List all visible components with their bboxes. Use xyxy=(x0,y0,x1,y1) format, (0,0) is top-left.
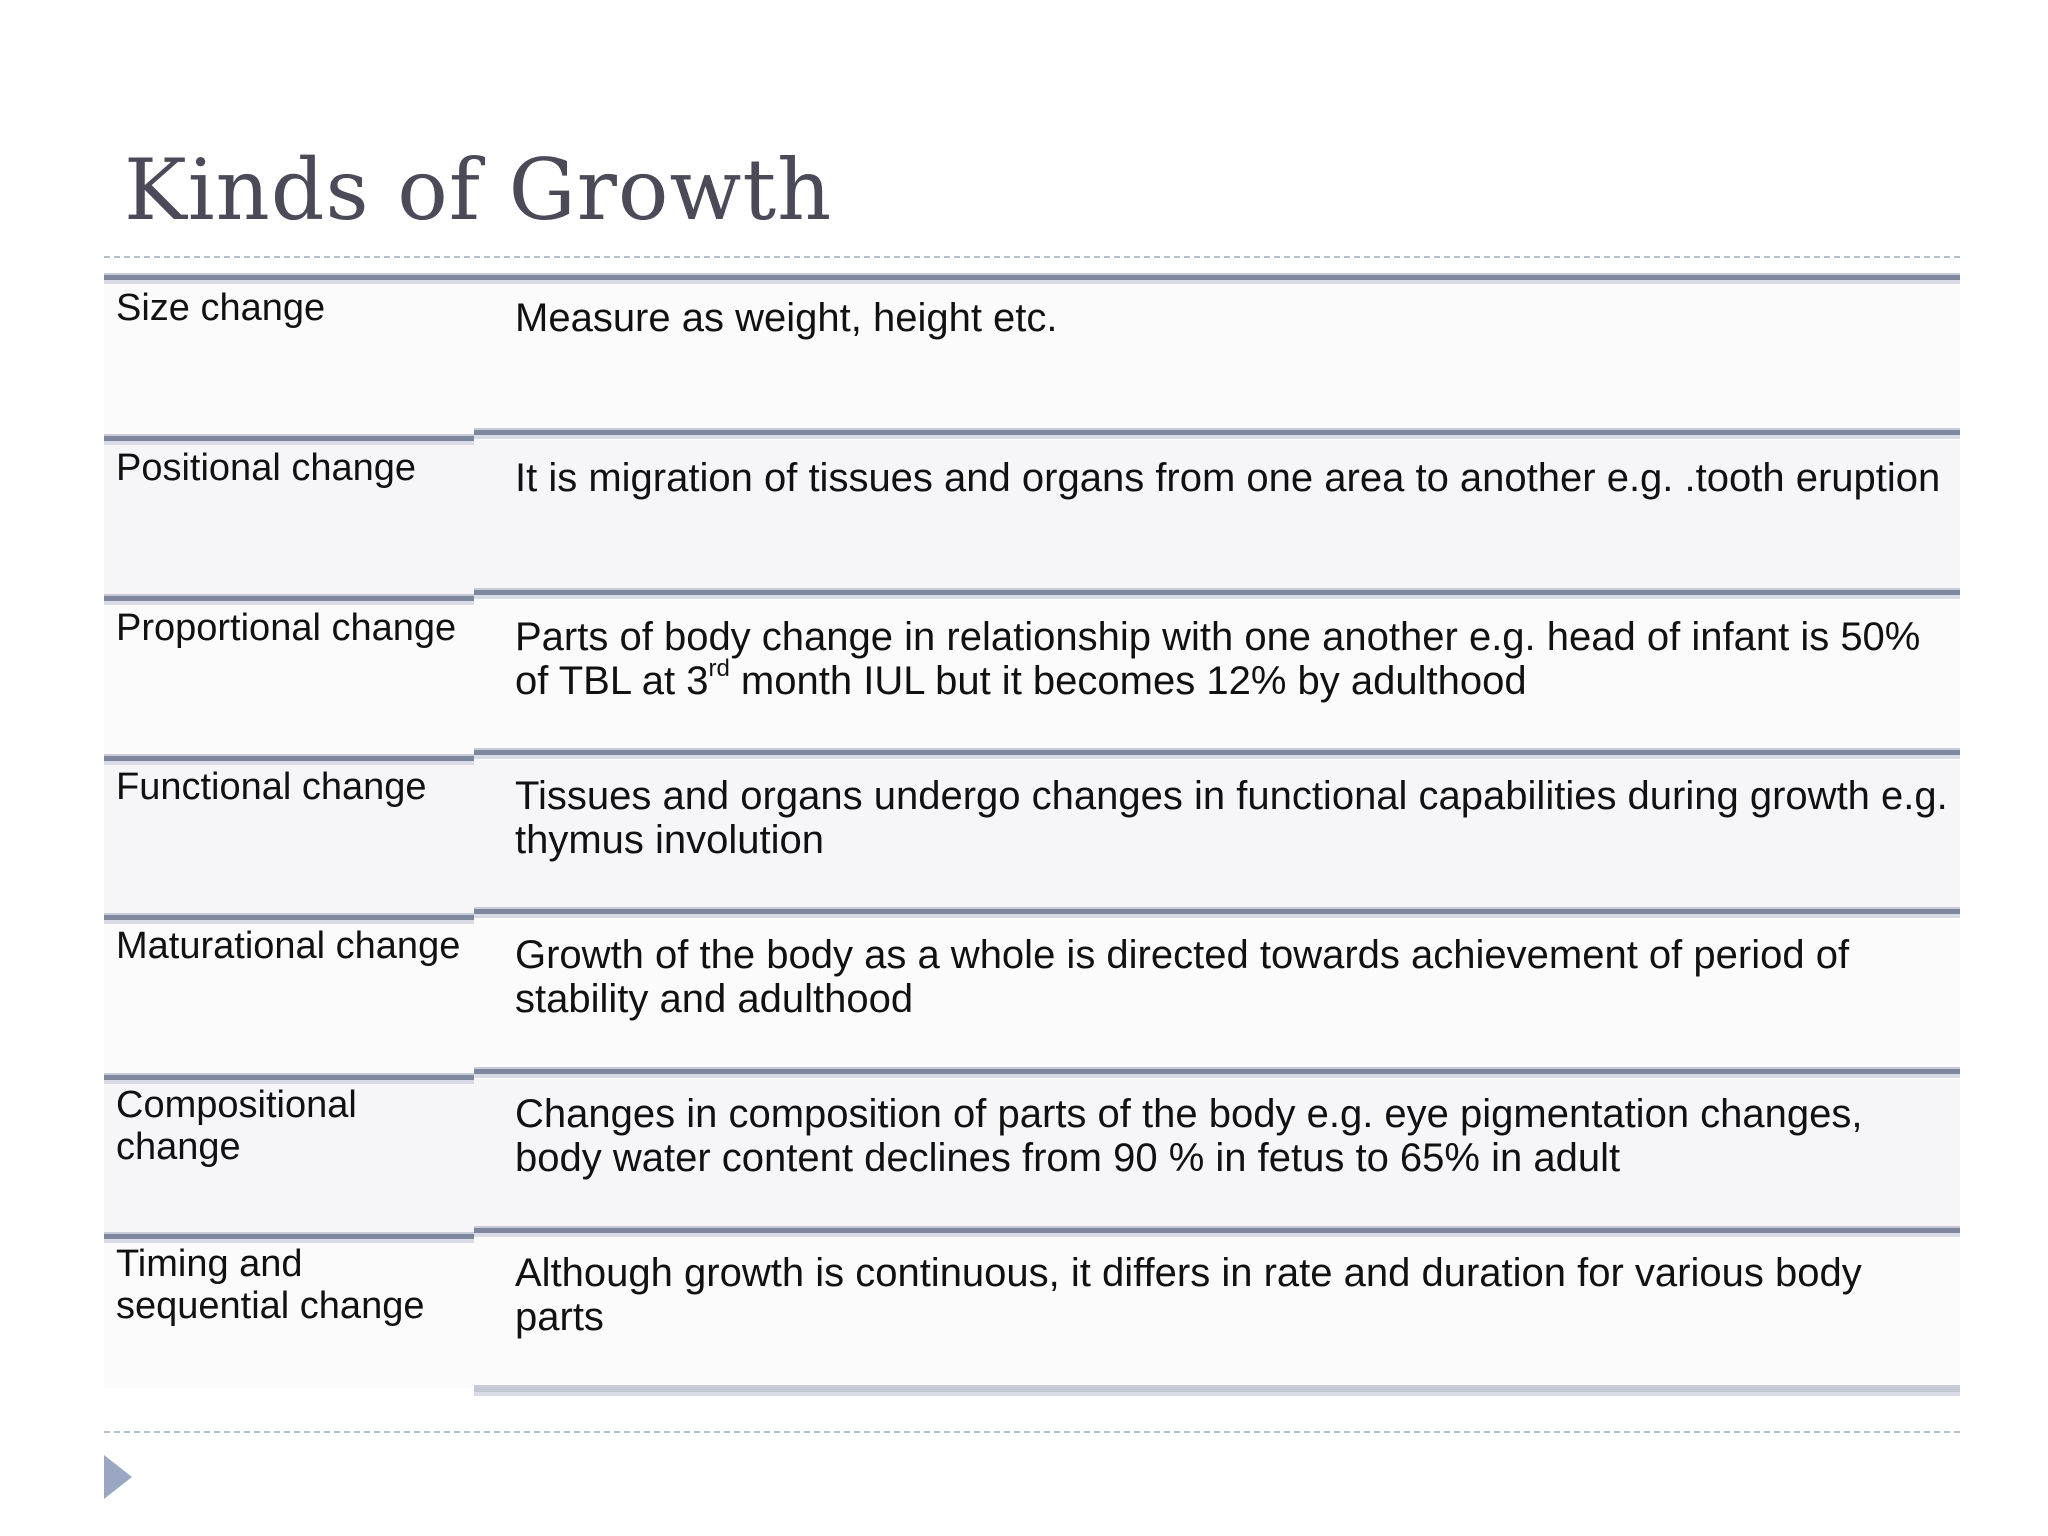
slide-title: Kinds of Growth xyxy=(124,141,833,239)
row-label-timing: Timing and sequential change xyxy=(116,1243,425,1327)
row-label-functional: Functional change xyxy=(116,766,427,808)
row-divider xyxy=(474,1228,1960,1233)
row-divider xyxy=(474,1069,1960,1074)
row-description-size: Measure as weight, height etc. xyxy=(515,296,1058,340)
row-divider xyxy=(474,909,1960,914)
row-label-proportional: Proportional change xyxy=(116,607,457,649)
row-divider xyxy=(474,750,1960,755)
table-bottom-rule xyxy=(474,1387,1960,1392)
row-label-compositional: Compositional change xyxy=(116,1084,357,1168)
table-row xyxy=(104,760,1960,916)
ordinal-suffix: rd xyxy=(708,654,730,682)
table-row xyxy=(104,1079,1960,1235)
row-description-functional: Tissues and organs undergo changes in fu… xyxy=(515,774,1948,862)
top-dashed-divider xyxy=(104,256,1960,258)
row-divider xyxy=(104,756,474,761)
next-slide-triangle-icon[interactable] xyxy=(104,1455,132,1499)
row-label-size: Size change xyxy=(116,287,326,329)
table-top-rule xyxy=(104,275,1960,280)
row-divider xyxy=(104,1234,474,1239)
row-description-positional: It is migration of tissues and organs fr… xyxy=(515,456,1941,500)
table-row xyxy=(104,1238,1960,1388)
description-text: Parts of body change in relationship wit… xyxy=(515,615,1921,703)
row-description-maturational: Growth of the body as a whole is directe… xyxy=(515,933,1850,1021)
row-divider xyxy=(104,596,474,601)
row-divider xyxy=(104,915,474,920)
row-divider xyxy=(474,590,1960,595)
row-label-maturational: Maturational change xyxy=(116,925,461,967)
bottom-dashed-divider xyxy=(104,1431,1960,1433)
row-label-positional: Positional change xyxy=(116,447,416,489)
table-row xyxy=(104,283,1960,435)
row-description-timing: Although growth is continuous, it differ… xyxy=(515,1251,1862,1339)
row-description-compositional: Changes in composition of parts of the b… xyxy=(515,1092,1863,1180)
row-divider xyxy=(104,1075,474,1080)
table-row xyxy=(104,600,1960,756)
row-divider xyxy=(474,430,1960,435)
row-divider xyxy=(104,436,474,441)
table-row xyxy=(104,440,1960,597)
row-description-proportional: Parts of body change in relationship wit… xyxy=(515,615,1955,703)
table-row xyxy=(104,920,1960,1076)
description-text: month IUL but it becomes 12% by adulthoo… xyxy=(729,659,1527,703)
